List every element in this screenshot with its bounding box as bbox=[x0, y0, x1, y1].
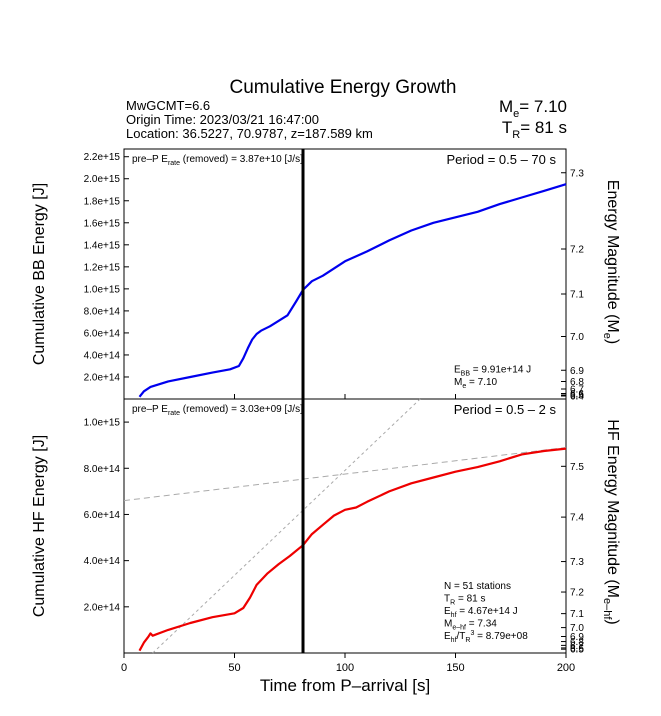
right-tick-label: 6.6 bbox=[570, 389, 584, 400]
right-tick-label: 7.3 bbox=[570, 557, 584, 568]
panels-group: 2.0e+14 4.0e+14 6.0e+14 8.0e+14 1.0e+15 1.2e+… bbox=[31, 148, 621, 674]
y-tick-label: 1.2e+15 bbox=[84, 262, 121, 273]
pre-p-energy-rate: pre–P Erate (removed) = 3.03e+09 [J/s] bbox=[132, 404, 303, 417]
y-tick-label: 8.0e+14 bbox=[84, 306, 121, 317]
right-tick-label: 6.5 bbox=[570, 645, 584, 656]
y-tick-label: 4.0e+14 bbox=[84, 350, 121, 361]
right-tick-label: 6.4 bbox=[570, 392, 584, 403]
plot-frame bbox=[123, 148, 567, 400]
chart-title: Cumulative Energy Growth bbox=[229, 77, 456, 98]
right-tick-label: 7.1 bbox=[570, 609, 584, 620]
right-tick-label: 7.1 bbox=[570, 290, 584, 301]
x-axis: 0 50 100 150 200 bbox=[121, 394, 575, 674]
annotation-line: TR = 81 s bbox=[444, 594, 485, 607]
right-tick-label: 6.5 bbox=[570, 391, 584, 402]
x-tick-label: 150 bbox=[446, 662, 464, 674]
period-band-label: Period = 0.5 – 70 s bbox=[447, 152, 557, 167]
right-tick-label: 6.7 bbox=[570, 641, 584, 652]
annotation-line: Me–hf = 7.34 bbox=[444, 619, 497, 632]
y-tick-label: 2.0e+14 bbox=[84, 372, 121, 383]
period-band-label: Period = 0.5 – 2 s bbox=[454, 402, 557, 417]
y-tick-label: 2.2e+15 bbox=[84, 152, 121, 163]
right-tick-label: 6.9 bbox=[570, 366, 584, 377]
annotation-line: N = 51 stations bbox=[444, 581, 511, 592]
right-tick-label: 6.8 bbox=[570, 637, 584, 648]
y-tick-label: 1.8e+15 bbox=[84, 196, 121, 207]
y-tick-label: 1.0e+15 bbox=[84, 284, 121, 295]
guide-line-dotted bbox=[152, 398, 421, 654]
pre-p-energy-rate: pre–P Erate (removed) = 3.87e+10 [J/s] bbox=[132, 154, 303, 167]
y-axis-label: Cumulative HF Energy [J] bbox=[31, 435, 48, 617]
y-tick-label: 6.0e+14 bbox=[84, 328, 121, 339]
right-axis-label: HF Energy Magnitude (Me–hf) bbox=[601, 419, 621, 624]
y-tick-label: 2.0e+15 bbox=[84, 174, 121, 185]
right-tick-label: 7.0 bbox=[570, 332, 584, 343]
energy-magnitude-summary: Me= 7.10 bbox=[499, 97, 567, 120]
data-series-high-frequency bbox=[138, 447, 567, 652]
y-axis-label: Cumulative BB Energy [J] bbox=[31, 183, 48, 365]
guide-line-dashed bbox=[123, 446, 567, 502]
right-tick-label: 7.0 bbox=[570, 623, 584, 634]
right-tick-label: 7.5 bbox=[570, 462, 584, 473]
annotation-line: EBB = 9.91e+14 J bbox=[454, 365, 531, 378]
panel-broadband: 2.0e+14 4.0e+14 6.0e+14 8.0e+14 1.0e+15 1.2e+… bbox=[31, 148, 621, 403]
event-magnitude: MwGCMT=6.6 bbox=[126, 98, 210, 113]
y-tick-label: 4.0e+14 bbox=[84, 556, 121, 567]
annotation-line: Ehf/TR3 = 8.79e+08 bbox=[444, 630, 528, 644]
x-axis-label: Time from P–arrival [s] bbox=[260, 676, 430, 695]
right-tick-label: 7.2 bbox=[570, 245, 584, 256]
right-axis-label: Energy Magnitude (Me) bbox=[601, 180, 621, 344]
right-tick-label: 7.4 bbox=[570, 513, 584, 524]
right-tick-label: 6.7 bbox=[570, 385, 584, 396]
rupture-duration-summary: TR= 81 s bbox=[502, 118, 567, 141]
event-location: Location: 36.5227, 70.9787, z=187.589 km bbox=[126, 126, 373, 141]
right-tick-label: 7.3 bbox=[570, 168, 584, 179]
y-tick-label: 1.6e+15 bbox=[84, 218, 121, 229]
annotation-line: Me = 7.10 bbox=[454, 377, 498, 390]
x-tick-label: 0 bbox=[121, 662, 127, 674]
y-tick-label: 8.0e+14 bbox=[84, 464, 121, 475]
data-series-broadband bbox=[138, 183, 567, 398]
y-tick-label: 2.0e+14 bbox=[84, 602, 121, 613]
panel-high-frequency: 2.0e+144.0e+146.0e+148.0e+141.0e+156.56.… bbox=[31, 398, 621, 656]
right-tick-label: 6.6 bbox=[570, 643, 584, 654]
x-tick-label: 50 bbox=[228, 662, 240, 674]
x-tick-label: 100 bbox=[336, 662, 354, 674]
origin-time: Origin Time: 2023/03/21 16:47:00 bbox=[126, 112, 319, 127]
right-tick-label: 6.8 bbox=[570, 377, 584, 388]
right-tick-label: 7.2 bbox=[570, 588, 584, 599]
y-tick-label: 6.0e+14 bbox=[84, 510, 121, 521]
y-tick-label: 1.4e+15 bbox=[84, 240, 121, 251]
y-tick-label: 1.0e+15 bbox=[84, 418, 121, 429]
right-tick-label: 6.9 bbox=[570, 632, 584, 643]
annotation-line: Ehf = 4.67e+14 J bbox=[444, 606, 518, 619]
x-tick-label: 200 bbox=[557, 662, 575, 674]
